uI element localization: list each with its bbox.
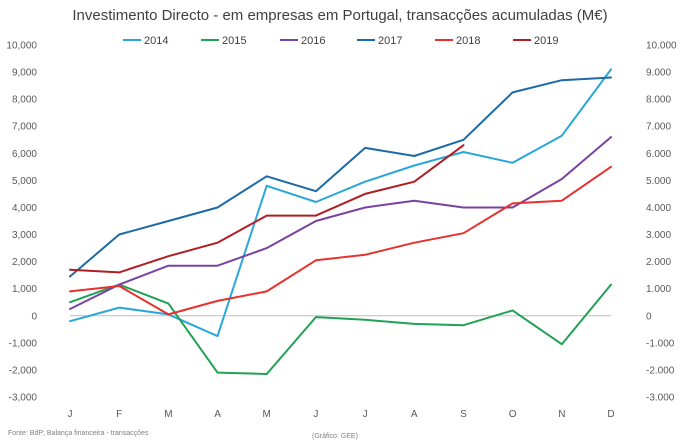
series-line-2016 [69, 136, 612, 310]
x-tick-label: M [263, 409, 271, 420]
legend-label-2017: 2017 [378, 35, 402, 47]
y-tick-label-left: 4,000 [12, 203, 37, 214]
credit-note: (Gráfico: GEE) [312, 433, 358, 440]
x-tick-label: S [460, 409, 467, 420]
legend-label-2019: 2019 [534, 35, 558, 47]
y-tick-label-right: 3.000 [646, 230, 671, 241]
y-tick-label-right: 5.000 [646, 176, 671, 187]
series-group [69, 68, 612, 375]
y-tick-label-left: 3,000 [12, 230, 37, 241]
y-tick-label-left: 0 [31, 311, 37, 322]
series-line-2015 [69, 283, 612, 375]
y-tick-label-right: 6.000 [646, 149, 671, 160]
x-tick-label: A [411, 409, 418, 420]
x-tick-label: M [164, 409, 172, 420]
y-tick-label-right: 2.000 [646, 257, 671, 268]
source-note: Fonte: BdP; Balança financeira - transac… [8, 430, 149, 437]
x-tick-label: D [607, 409, 614, 420]
legend-label-2018: 2018 [456, 35, 480, 47]
y-tick-label-left: -1,000 [9, 338, 38, 349]
y-tick-label-left: 2,000 [12, 257, 37, 268]
y-tick-label-left: 10,000 [6, 41, 37, 52]
legend-label-2015: 2015 [222, 35, 246, 47]
x-tick-label: O [509, 409, 517, 420]
series-line-2019 [69, 144, 465, 274]
y-tick-label-right: 0 [646, 311, 652, 322]
chart-title: Investimento Directo - em empresas em Po… [72, 7, 607, 24]
series-line-2014 [69, 68, 612, 338]
x-tick-label: J [313, 409, 318, 420]
y-tick-label-right: 8.000 [646, 95, 671, 106]
y-tick-label-left: 9,000 [12, 68, 37, 79]
y-tick-label-right: -2.000 [646, 365, 675, 376]
y-tick-label-right: 10.000 [646, 41, 677, 52]
y-tick-label-left: 6,000 [12, 149, 37, 160]
legend: 2014 2015 2016 2017 2018 2019 [123, 35, 558, 47]
x-tick-label: N [558, 409, 565, 420]
y-tick-label-right: 4.000 [646, 203, 671, 214]
series-line-2017 [69, 76, 612, 278]
y-tick-label-left: 8,000 [12, 95, 37, 106]
y-tick-label-right: -3.000 [646, 393, 675, 404]
y-tick-label-left: 7,000 [12, 122, 37, 133]
y-tick-label-right: 1.000 [646, 284, 671, 295]
axes: -3,000 -3.000 -2,000 -2.000 -1,000 -1.000 0 0 1,… [6, 41, 677, 421]
x-tick-label: J [68, 409, 73, 420]
y-tick-label-left: 1,000 [12, 284, 37, 295]
y-tick-label-right: -1.000 [646, 338, 675, 349]
x-tick-label: J [363, 409, 368, 420]
y-tick-label-right: 9.000 [646, 68, 671, 79]
y-tick-label-left: 5,000 [12, 176, 37, 187]
legend-label-2014: 2014 [144, 35, 168, 47]
legend-label-2016: 2016 [301, 35, 325, 47]
series-line-2018 [69, 165, 612, 316]
x-tick-label: F [116, 409, 122, 420]
y-tick-label-right: 7.000 [646, 122, 671, 133]
y-tick-label-left: -2,000 [9, 365, 38, 376]
x-tick-label: A [214, 409, 221, 420]
y-tick-label-left: -3,000 [9, 393, 38, 404]
